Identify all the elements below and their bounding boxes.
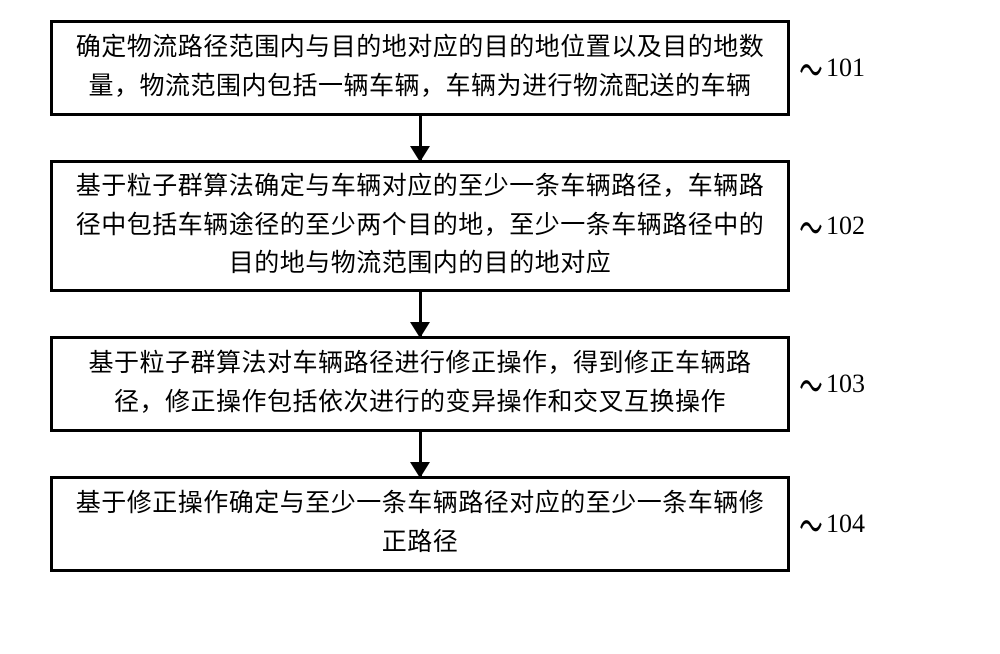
step-text-103: 基于粒子群算法对车辆路径进行修正操作，得到修正车辆路径，修正操作包括依次进行的变… <box>67 345 773 423</box>
arrow-2 <box>50 292 790 336</box>
arrow-3 <box>50 432 790 476</box>
arrow-1 <box>50 116 790 160</box>
step-text-102: 基于粒子群算法确定与车辆对应的至少一条车辆路径，车辆路径中包括车辆途径的至少两个… <box>67 168 773 284</box>
brace-icon: 〜 <box>799 494 822 553</box>
step-box-102: 基于粒子群算法确定与车辆对应的至少一条车辆路径，车辆路径中包括车辆途径的至少两个… <box>50 160 790 292</box>
step-id-104: 104 <box>826 509 865 539</box>
step-104-row: 基于修正操作确定与至少一条车辆路径对应的至少一条车辆修正路径 〜 104 <box>50 476 870 572</box>
step-id-102: 102 <box>826 211 865 241</box>
step-id-103: 103 <box>826 369 865 399</box>
step-box-103: 基于粒子群算法对车辆路径进行修正操作，得到修正车辆路径，修正操作包括依次进行的变… <box>50 336 790 432</box>
step-text-101: 确定物流路径范围内与目的地对应的目的地位置以及目的地数量，物流范围内包括一辆车辆… <box>67 29 773 107</box>
step-box-104: 基于修正操作确定与至少一条车辆路径对应的至少一条车辆修正路径 <box>50 476 790 572</box>
step-box-101: 确定物流路径范围内与目的地对应的目的地位置以及目的地数量，物流范围内包括一辆车辆… <box>50 20 790 116</box>
step-102-row: 基于粒子群算法确定与车辆对应的至少一条车辆路径，车辆路径中包括车辆途径的至少两个… <box>50 160 870 292</box>
step-id-101: 101 <box>826 53 865 83</box>
step-101-row: 确定物流路径范围内与目的地对应的目的地位置以及目的地数量，物流范围内包括一辆车辆… <box>50 20 870 116</box>
flowchart-container: 确定物流路径范围内与目的地对应的目的地位置以及目的地数量，物流范围内包括一辆车辆… <box>50 20 870 572</box>
step-label-104: 〜 104 <box>798 506 865 543</box>
brace-icon: 〜 <box>799 38 822 97</box>
step-label-101: 〜 101 <box>798 50 865 87</box>
brace-icon: 〜 <box>799 354 822 413</box>
step-label-102: 〜 102 <box>798 208 865 245</box>
step-103-row: 基于粒子群算法对车辆路径进行修正操作，得到修正车辆路径，修正操作包括依次进行的变… <box>50 336 870 432</box>
step-label-103: 〜 103 <box>798 366 865 403</box>
step-text-104: 基于修正操作确定与至少一条车辆路径对应的至少一条车辆修正路径 <box>67 485 773 563</box>
brace-icon: 〜 <box>799 196 822 255</box>
